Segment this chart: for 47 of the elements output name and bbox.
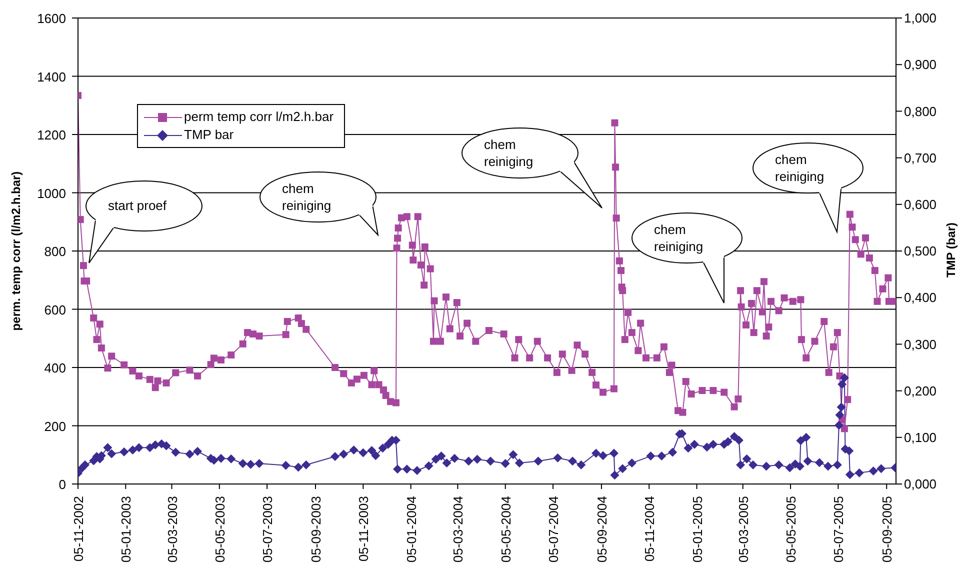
- y-tick-label: 1400: [37, 69, 66, 84]
- legend-label: TMP bar: [184, 126, 234, 144]
- x-tick-label: 05-07-2005: [831, 496, 846, 562]
- y2-tick-label: 0,200: [904, 383, 937, 398]
- annotation: chem reiniging: [654, 222, 704, 254]
- y2-tick-label: 0,900: [904, 57, 937, 72]
- y2-tick-label: 0,000: [904, 476, 937, 492]
- x-tick-label: 05-01-2003: [118, 496, 134, 562]
- y-tick-label: 1200: [37, 128, 66, 142]
- y-tick-label: 1000: [37, 186, 66, 201]
- x-tick-label: 05-03-2004: [450, 496, 466, 562]
- annotation: chem reiniging: [484, 137, 534, 169]
- annotation: chem reiniging: [775, 152, 824, 184]
- y-tick-label: 600: [44, 302, 66, 318]
- y-tick-label: 0: [58, 477, 66, 492]
- x-tick-label: 05-01-2005: [690, 496, 705, 562]
- x-tick-label: 05-11-2002: [71, 496, 86, 562]
- x-tick-label: 05-01-2004: [404, 496, 419, 562]
- x-tick-label: 05-11-2003: [356, 496, 372, 562]
- x-tick-label: 05-07-2004: [546, 496, 562, 562]
- y-axis-title: perm. temp corr (l/m2.h.bar): [9, 171, 23, 331]
- y2-tick-label: 0,700: [904, 150, 937, 166]
- y2-tick-label: 0,800: [904, 104, 937, 119]
- y2-tick-label: 0,400: [904, 290, 937, 306]
- annotation: start proef: [108, 198, 167, 213]
- y2-tick-label: 0,100: [904, 430, 937, 446]
- x-tick-label: 05-05-2004: [498, 496, 514, 562]
- y2-tick-label: 0,600: [904, 197, 937, 212]
- x-tick-label: 05-11-2004: [642, 496, 658, 562]
- y2-tick-label: 0,500: [904, 244, 937, 259]
- x-tick-label: 05-09-2004: [594, 496, 610, 562]
- annotation: chem reiniging: [282, 181, 332, 213]
- y2-axis-title: TMP (bar): [944, 222, 958, 278]
- x-tick-label: 05-09-2003: [308, 496, 324, 562]
- x-tick-label: 05-09-2005: [880, 496, 895, 562]
- y-tick-label: 800: [44, 244, 66, 259]
- x-tick-label: 05-03-2003: [164, 496, 180, 562]
- legend-label: perm temp corr l/m2.h.bar: [184, 108, 334, 126]
- y-tick-label: 400: [44, 360, 66, 376]
- x-tick-label: 05-05-2003: [212, 496, 228, 562]
- y-tick-label: 200: [44, 418, 66, 434]
- y-tick-label: 1600: [37, 11, 66, 26]
- y2-tick-label: 0,300: [904, 336, 937, 352]
- y2-tick-label: 1,000: [904, 10, 937, 26]
- x-tick-label: 05-05-2005: [784, 496, 799, 562]
- x-tick-label: 05-03-2005: [736, 496, 751, 562]
- x-tick-label: 05-07-2003: [260, 496, 276, 562]
